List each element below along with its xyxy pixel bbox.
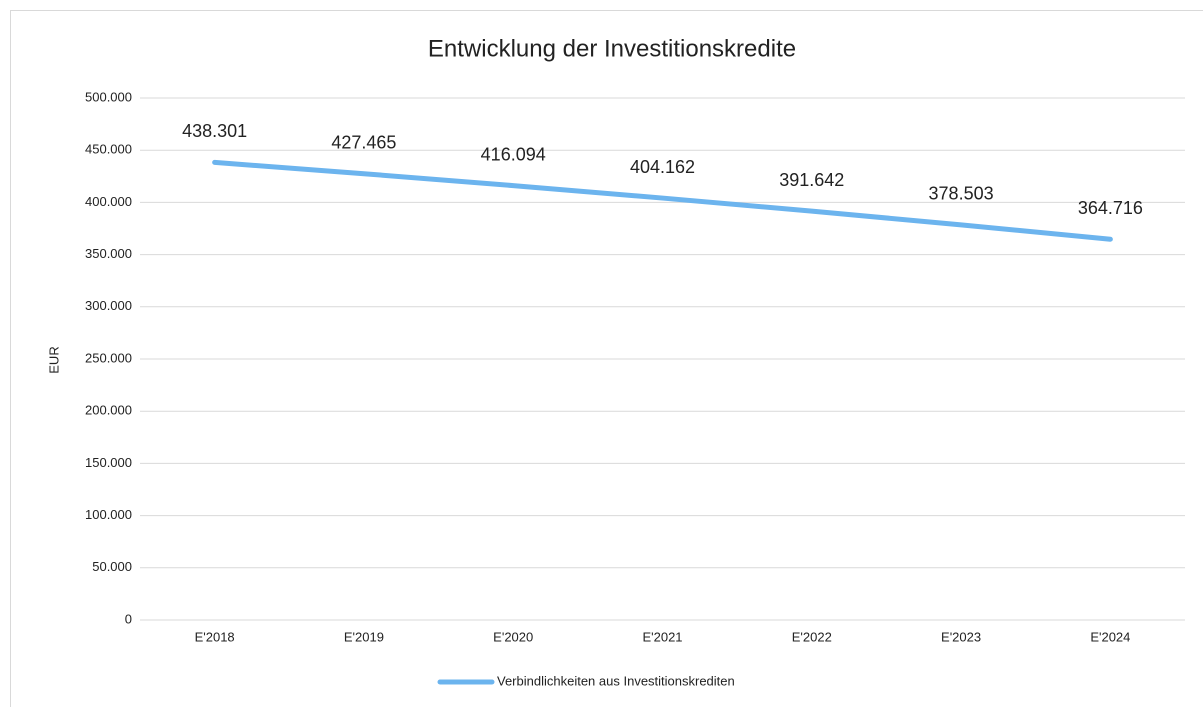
y-tick-label: 450.000 xyxy=(85,142,132,157)
y-tick-label: 300.000 xyxy=(85,298,132,313)
data-label: 404.162 xyxy=(630,157,695,177)
y-tick-label: 250.000 xyxy=(85,350,132,365)
x-tick-label: E'2018 xyxy=(195,629,235,644)
x-tick-label: E'2019 xyxy=(344,629,384,644)
x-tick-label: E'2021 xyxy=(642,629,682,644)
chart-title: Entwicklung der Investitionskredite xyxy=(428,35,796,62)
series-line xyxy=(212,159,1113,242)
data-label: 416.094 xyxy=(481,144,546,164)
y-tick-label: 500.000 xyxy=(85,89,132,104)
y-tick-label: 100.000 xyxy=(85,507,132,522)
data-label: 378.503 xyxy=(929,184,994,204)
y-axis-label: EUR xyxy=(46,346,61,373)
data-label: 364.716 xyxy=(1078,198,1143,218)
x-tick-label: E'2022 xyxy=(792,629,832,644)
y-tick-label: 350.000 xyxy=(85,246,132,261)
y-tick-label: 200.000 xyxy=(85,403,132,418)
y-tick-label: 0 xyxy=(125,611,132,626)
data-label: 438.301 xyxy=(182,121,247,141)
y-tick-label: 400.000 xyxy=(85,194,132,209)
legend-label: Verbindlichkeiten aus Investitionskredit… xyxy=(497,673,735,688)
x-tick-label: E'2024 xyxy=(1090,629,1130,644)
x-tick-label: E'2020 xyxy=(493,629,533,644)
data-label: 391.642 xyxy=(779,170,844,190)
y-tick-label: 50.000 xyxy=(92,559,132,574)
data-label: 427.465 xyxy=(331,132,396,152)
x-tick-label: E'2023 xyxy=(941,629,981,644)
y-tick-label: 150.000 xyxy=(85,455,132,470)
